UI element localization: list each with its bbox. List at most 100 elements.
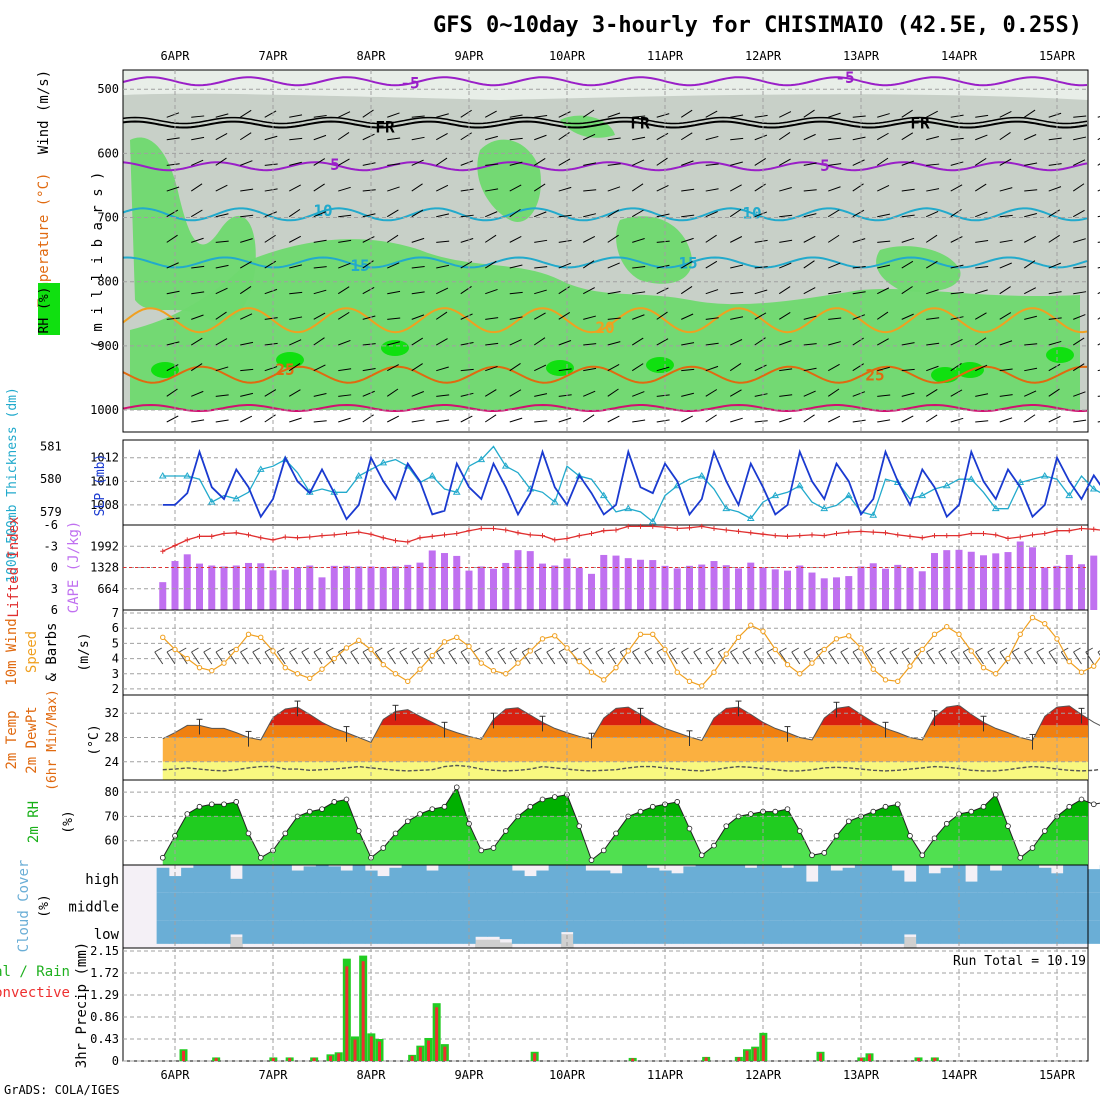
rh-moist-area — [477, 139, 541, 222]
wind-barb — [1073, 238, 1086, 243]
wind-barb — [264, 163, 278, 166]
wind-barb — [313, 266, 327, 269]
wind-barb — [754, 114, 768, 118]
wind-barb-10m — [889, 651, 899, 665]
wind-barb — [754, 266, 768, 269]
wind-barb — [877, 338, 889, 346]
wind-barb — [901, 415, 914, 423]
cloud-low-cover — [401, 920, 415, 944]
cloud-cell-high — [536, 870, 550, 893]
li-marker — [503, 527, 509, 533]
wind-barb — [999, 312, 1012, 320]
li-marker — [699, 523, 705, 529]
wind-barb — [558, 262, 572, 269]
wind-barb — [289, 316, 303, 320]
wind-barb — [485, 365, 498, 372]
li-marker — [846, 529, 852, 535]
wind-barb — [852, 266, 866, 269]
wind-speed-marker — [699, 683, 705, 689]
cloud-cell-high — [1001, 865, 1015, 893]
pressure-tick-700: 700 — [97, 211, 119, 225]
li-marker — [356, 529, 362, 535]
wind-barb — [166, 290, 180, 295]
thickness-line — [162, 445, 1100, 523]
cloud-low-cover — [352, 920, 366, 944]
li-tick--3: -3 — [44, 539, 58, 553]
cloud-cell-high — [671, 873, 684, 893]
pressure-tick-500: 500 — [97, 82, 119, 96]
cape-bar — [980, 555, 987, 610]
thickness-marker — [354, 471, 363, 479]
rh2m-marker — [686, 825, 693, 832]
li-marker — [1066, 528, 1072, 534]
wind-barb — [926, 163, 940, 166]
wind-barb — [191, 390, 204, 397]
wind-barb — [362, 109, 374, 118]
cloud-cell-middle — [928, 892, 942, 921]
precip-convective-bar — [631, 1058, 635, 1061]
li-marker — [417, 535, 423, 541]
wind-barb — [803, 260, 815, 269]
cape-bar — [649, 560, 657, 610]
panel-frame — [122, 609, 1089, 696]
wind-tick-4: 4 — [112, 652, 119, 666]
wind-barb — [803, 414, 815, 423]
cloud-cell-high — [413, 865, 427, 893]
li-marker — [246, 532, 251, 538]
wind-speed-marker — [441, 639, 448, 645]
li-marker — [1030, 532, 1035, 538]
wind-barb-10m — [203, 651, 213, 665]
contour-label: 15 — [678, 253, 697, 272]
cape-bar — [1078, 564, 1085, 610]
wind-barb — [509, 363, 521, 372]
rh2m-marker — [355, 828, 362, 834]
wind-barb — [460, 109, 472, 118]
precip-panel: 2.15 1.72 1.29 0.86 0.43 0 Run Total = 10.19 3h… — [0, 942, 1089, 1068]
wind-barb — [1024, 343, 1038, 346]
wind-barb — [190, 363, 203, 372]
wind-barb — [313, 115, 327, 118]
precip-convective-bar — [427, 1040, 430, 1061]
wind-barb-flag — [546, 647, 554, 653]
wind-barb — [632, 391, 645, 397]
li-marker — [956, 533, 962, 539]
cape-bar — [514, 550, 522, 610]
wind-barb — [215, 184, 228, 192]
wind-barb — [215, 311, 227, 320]
thickness-marker — [379, 458, 388, 466]
cape-bar — [159, 582, 167, 610]
rh2m-marker — [551, 794, 558, 800]
precip-convective-bar — [214, 1057, 218, 1061]
rh2m-marker — [343, 796, 350, 803]
cloud-unit-label: (%) — [37, 894, 52, 917]
wind-barb — [901, 392, 915, 397]
cape-bar — [490, 568, 497, 610]
wind-barb — [215, 419, 229, 423]
cape-bar — [857, 566, 865, 610]
thickness-marker — [918, 491, 927, 499]
li-marker — [197, 533, 202, 539]
wind-barb — [289, 264, 302, 269]
wind-barb — [656, 419, 670, 423]
cloud-cell-high — [781, 867, 795, 893]
wind-speed-marker — [772, 646, 778, 653]
wind-barb-10m — [485, 651, 494, 665]
cape-tick-664: 664 — [97, 582, 119, 596]
wind-barb — [313, 420, 327, 423]
wind-barb — [411, 159, 424, 166]
wind-barb — [656, 184, 669, 192]
cloud-cell-middle — [475, 892, 488, 921]
wind-barb — [484, 389, 497, 397]
wind-barb — [288, 363, 301, 372]
wind-barb — [264, 188, 278, 192]
cloud-low-cover — [168, 920, 182, 944]
wind-barb — [705, 110, 718, 118]
wind-barb — [289, 137, 303, 141]
wind-barb — [1023, 414, 1036, 423]
cloud-cell-middle — [916, 892, 929, 921]
wind-barb — [730, 339, 743, 346]
wind-barb — [239, 285, 252, 295]
wind-barb — [754, 312, 767, 320]
temp-tick-28: 28 — [105, 731, 119, 745]
